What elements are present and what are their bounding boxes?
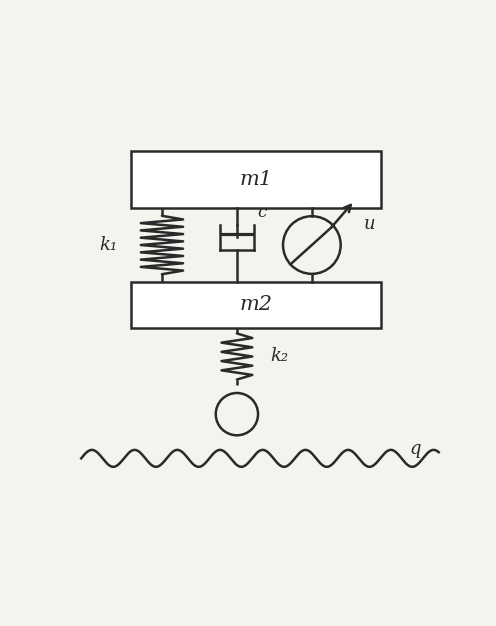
Text: k₁: k₁ — [99, 236, 117, 254]
Text: m1: m1 — [240, 170, 273, 189]
Text: q: q — [410, 439, 422, 458]
Text: k₂: k₂ — [270, 347, 288, 366]
Bar — [131, 282, 381, 327]
Text: c: c — [257, 204, 266, 221]
Text: m2: m2 — [240, 295, 273, 314]
Text: u: u — [364, 215, 375, 233]
Bar — [131, 151, 381, 208]
